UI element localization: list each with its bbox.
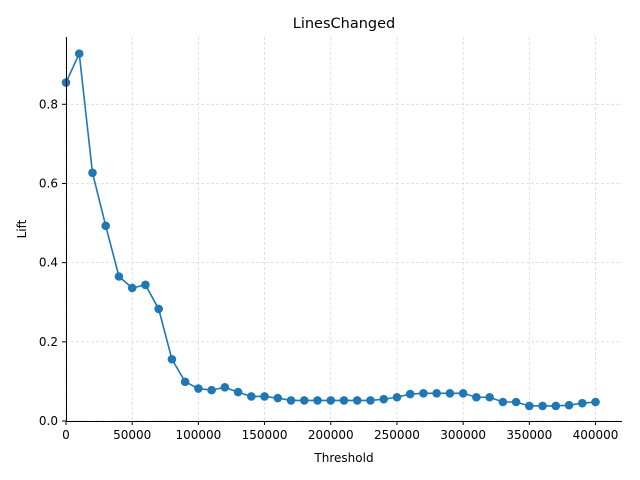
data-point	[88, 168, 97, 178]
y-tick-label: 0.6	[39, 176, 58, 190]
x-tick-label: 150000	[242, 428, 288, 442]
data-point	[127, 283, 137, 293]
x-tick-label: 350000	[506, 428, 552, 442]
data-point	[260, 392, 269, 401]
x-tick-label: 400000	[573, 428, 619, 442]
data-point	[591, 397, 600, 407]
data-point	[485, 392, 494, 402]
data-point	[207, 385, 216, 395]
data-point	[419, 388, 428, 398]
data-point	[247, 392, 256, 401]
data-point	[101, 221, 111, 231]
data-point	[326, 396, 336, 405]
x-axis-label: Threshold	[313, 451, 373, 465]
data-point	[194, 384, 203, 393]
data-point	[167, 354, 177, 364]
data-point	[74, 49, 84, 58]
data-point	[379, 394, 389, 404]
series-line	[61, 49, 600, 411]
data-point	[458, 388, 468, 398]
grid	[65, 37, 622, 422]
x-ticks: 0 50000 100000 150000 200000 250000 300000 3500…	[62, 421, 618, 442]
data-point	[445, 388, 455, 398]
data-point	[180, 377, 190, 387]
data-point	[392, 392, 402, 402]
x-tick-label: 300000	[440, 428, 486, 442]
data-point	[114, 272, 124, 281]
y-tick-label: 0.2	[39, 335, 58, 349]
data-point	[577, 398, 587, 408]
data-point	[220, 383, 230, 392]
data-point	[366, 396, 375, 405]
data-point	[432, 388, 441, 398]
y-axis-label: Lift	[15, 219, 29, 238]
x-tick-label: 50000	[113, 428, 151, 442]
data-point	[233, 387, 243, 397]
data-point	[472, 392, 481, 402]
chart-title: LinesChanged	[293, 16, 396, 32]
axes	[66, 37, 622, 422]
x-tick-label: 200000	[308, 428, 354, 442]
data-point	[273, 393, 283, 403]
data-point	[141, 280, 150, 290]
data-point	[564, 400, 574, 410]
y-tick-label: 0.0	[39, 414, 58, 428]
data-point	[498, 397, 508, 407]
x-tick-label: 250000	[374, 428, 420, 442]
x-tick-label: 0	[62, 428, 70, 442]
data-point	[405, 389, 415, 399]
y-tick-label: 0.8	[39, 97, 58, 111]
data-point	[339, 396, 349, 405]
data-point	[525, 401, 534, 411]
data-point	[538, 401, 547, 411]
data-point	[299, 396, 309, 405]
data-point	[551, 401, 561, 411]
data-point	[313, 396, 322, 405]
data-point	[352, 396, 362, 405]
x-tick-label: 100000	[175, 428, 221, 442]
y-tick-label: 0.4	[39, 256, 58, 270]
data-point	[154, 304, 163, 314]
data-point	[286, 396, 296, 405]
data-point	[511, 397, 521, 407]
y-ticks: 0.0 0.2 0.4 0.6 0.8	[39, 97, 66, 428]
